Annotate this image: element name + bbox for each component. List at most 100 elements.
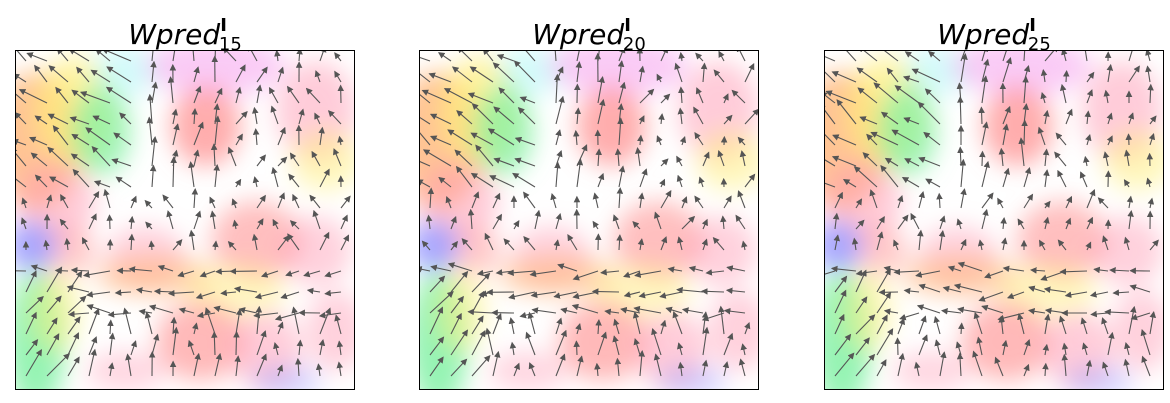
vector-arrow: [855, 269, 878, 277]
color-blob: [576, 86, 647, 166]
vector-arrow: [111, 158, 132, 167]
vector-arrow: [171, 108, 179, 125]
vector-arrow: [46, 317, 58, 335]
vector-arrow: [79, 91, 111, 104]
vector-arrow: [718, 305, 725, 335]
vector-arrow: [55, 86, 69, 104]
vector-arrow: [639, 168, 648, 188]
vector-arrow: [677, 342, 684, 356]
vector-arrow: [128, 266, 153, 273]
vector-arrow: [1002, 51, 1007, 62]
vector-arrow: [880, 111, 899, 125]
vector-arrow: [523, 235, 536, 251]
chart-title: WpredI15: [15, 6, 355, 65]
vector-arrow: [918, 156, 941, 167]
vector-arrow: [199, 270, 216, 278]
chart-title: WpredI25: [824, 6, 1164, 65]
vector-arrow: [46, 194, 53, 209]
vector-arrow: [235, 133, 243, 146]
vector-arrow: [701, 312, 725, 322]
vector-arrow: [148, 304, 174, 314]
vector-arrow: [1086, 216, 1093, 230]
vector-arrow: [1002, 105, 1011, 125]
vector-arrow: [256, 66, 268, 83]
vector-arrow: [209, 196, 216, 209]
vector-arrow: [1039, 239, 1046, 251]
vector-arrow: [471, 354, 491, 377]
vector-arrow: [195, 291, 216, 300]
vector-arrow: [487, 128, 515, 146]
vector-arrow: [108, 332, 116, 356]
vector-arrow: [324, 289, 342, 297]
vector-arrow: [1123, 179, 1131, 188]
vector-arrow: [319, 307, 332, 335]
vector-arrow: [420, 266, 431, 273]
vector-arrow: [1145, 51, 1152, 62]
vector-arrow: [1106, 112, 1113, 125]
vector-arrow: [287, 233, 300, 251]
vector-arrow: [1127, 112, 1135, 125]
vector-arrow: [677, 107, 685, 125]
color-blobs: [420, 51, 758, 389]
vector-arrow: [530, 291, 557, 299]
vector-arrow: [939, 215, 946, 230]
vector-arrow: [846, 51, 857, 62]
color-blob: [656, 366, 727, 389]
vector-arrow: [613, 318, 620, 335]
vector-arrow: [1065, 195, 1073, 209]
vector-arrow: [1000, 217, 1007, 230]
vector-arrow: [1042, 362, 1049, 377]
vector-arrow: [825, 159, 836, 167]
vector-arrow: [492, 350, 501, 377]
color-blob: [91, 51, 161, 96]
vector-arrow: [420, 161, 431, 167]
vector-arrow: [866, 133, 878, 146]
vector-arrow: [16, 73, 27, 83]
vector-arrow: [450, 270, 469, 293]
vector-arrow: [151, 136, 158, 167]
vector-arrow: [973, 311, 983, 335]
vector-arrow: [30, 152, 48, 167]
vector-arrow: [911, 68, 941, 83]
vector-arrow: [496, 53, 515, 62]
vector-arrow: [957, 261, 983, 272]
vector-arrow: [726, 265, 746, 272]
vector-arrow: [597, 331, 608, 356]
vector-arrow: [475, 144, 494, 167]
vector-arrow: [67, 316, 81, 335]
vector-arrow: [191, 188, 199, 209]
color-blob: [848, 226, 908, 276]
vector-arrow: [1043, 169, 1050, 188]
vector-arrow: [1023, 339, 1031, 356]
vector-arrow: [1043, 286, 1067, 293]
vector-arrow: [744, 173, 756, 188]
vector-arrow: [429, 336, 445, 356]
vector-arrow: [429, 306, 444, 335]
vector-arrow: [1140, 328, 1151, 356]
color-blob: [1063, 366, 1133, 389]
vector-field-svg: [420, 51, 758, 389]
vector-arrow: [916, 304, 941, 314]
vector-arrow: [597, 172, 605, 188]
vector-arrow: [256, 330, 267, 356]
vector-arrow: [834, 352, 855, 377]
vector-arrow: [451, 66, 473, 83]
vector-arrow: [1030, 267, 1046, 274]
vector-arrow: [71, 133, 90, 146]
vector-arrow: [660, 190, 672, 209]
vector-arrow: [1023, 363, 1030, 377]
title-subscript: 15: [218, 34, 242, 55]
vector-arrow: [981, 160, 990, 188]
vector-arrow: [567, 234, 578, 251]
vector-arrow: [172, 239, 183, 251]
vector-arrow: [67, 356, 80, 377]
vector-arrow: [220, 289, 237, 297]
vector-arrow: [113, 132, 132, 146]
vector-arrow: [222, 51, 237, 62]
vector-arrow: [894, 85, 920, 104]
vector-arrow: [450, 312, 462, 335]
vector-arrow: [485, 327, 494, 356]
vector-arrow: [469, 66, 494, 83]
vector-arrow: [941, 308, 962, 315]
vector-arrow: [128, 215, 135, 230]
